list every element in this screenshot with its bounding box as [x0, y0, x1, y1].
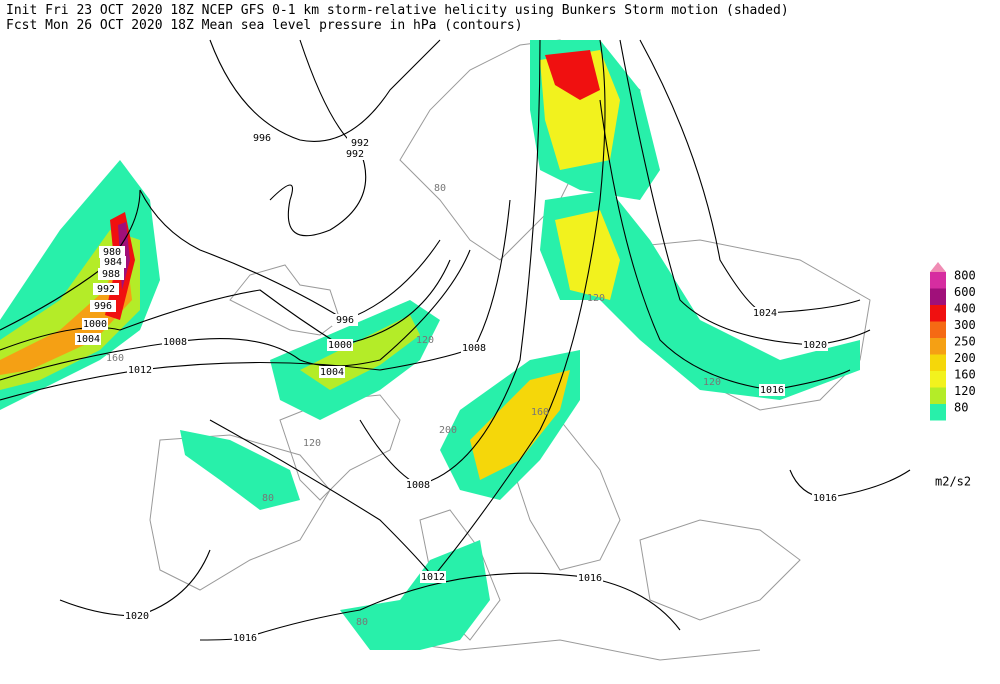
- contour-label-bg: [332, 314, 358, 326]
- contour-label-bg: [420, 571, 446, 583]
- contour-label: 1020: [125, 611, 149, 622]
- legend-label: 250: [954, 335, 976, 349]
- legend-label: 160: [954, 368, 976, 382]
- contour-label-bg: [162, 336, 188, 348]
- contour-label-bg: [327, 339, 353, 351]
- contour-label: 996: [253, 133, 271, 144]
- legend-arrow: [930, 262, 946, 272]
- shade-label: 160: [531, 407, 549, 418]
- shade-label: 160: [106, 353, 124, 364]
- shade-label: 120: [303, 438, 321, 449]
- legend-label: 400: [954, 302, 976, 316]
- contour-label: 1012: [421, 572, 445, 583]
- contour-label: 1024: [753, 308, 777, 319]
- shade-label: 80: [356, 617, 368, 628]
- legend-label: 200: [954, 351, 976, 365]
- shade-label: 80: [434, 183, 446, 194]
- contour-label: 1016: [760, 385, 784, 396]
- contour-label-bg: [75, 333, 101, 345]
- contour-label-bg: [232, 632, 258, 644]
- contour-label: 1008: [462, 343, 486, 354]
- contour-label-bg: [577, 572, 603, 584]
- legend-label: 600: [954, 285, 976, 299]
- contour-label: 1004: [76, 334, 100, 345]
- contour-label-bg: [82, 318, 108, 330]
- legend-swatch: [930, 338, 946, 355]
- legend-swatch: [930, 404, 946, 421]
- shade-labels: 80 120 160 120 80 200 160 120 80 120: [106, 183, 721, 628]
- contour-label: 1008: [163, 337, 187, 348]
- legend-swatch: [930, 272, 946, 289]
- legend-label: 300: [954, 318, 976, 332]
- contour-label-bg: [98, 268, 124, 280]
- contour-label: 1004: [320, 367, 344, 378]
- contour-label-bg: [249, 132, 275, 144]
- contour-label: 992: [351, 138, 369, 149]
- contour-label-bg: [99, 246, 125, 258]
- contour-label-bg: [802, 339, 828, 351]
- contour-label-bg: [752, 307, 778, 319]
- contour-label: 1000: [83, 319, 107, 330]
- contour-label-bg: [100, 256, 126, 268]
- contour-label: 1000: [328, 340, 352, 351]
- contour-label: 1020: [803, 340, 827, 351]
- contour-label: 996: [94, 301, 112, 312]
- legend-swatch: [930, 305, 946, 322]
- contour-label: 984: [104, 257, 122, 268]
- pressure-contours: [0, 39, 911, 641]
- contour-label: 996: [336, 315, 354, 326]
- legend-unit: m2/s2: [935, 475, 971, 489]
- legend-swatch: [930, 288, 946, 305]
- contour-label-bg: [319, 366, 345, 378]
- contour-label-bg: [93, 283, 119, 295]
- contour-label-bg: [127, 364, 153, 376]
- contour-label: 988: [102, 269, 120, 280]
- legend-label: 80: [954, 401, 968, 415]
- shade-label: 120: [587, 293, 605, 304]
- legend: 800 600 400 300 250 200 160 120 80 m2/s2: [930, 262, 976, 489]
- shade-label: 120: [416, 335, 434, 346]
- header-line2: Fcst Mon 26 OCT 2020 18Z Mean sea level …: [6, 18, 523, 33]
- contour-label: 980: [103, 247, 121, 258]
- shade-label: 200: [439, 425, 457, 436]
- contour-label: 1016: [813, 493, 837, 504]
- legend-label: 120: [954, 384, 976, 398]
- contour-label: 1016: [578, 573, 602, 584]
- contour-label: 1012: [128, 365, 152, 376]
- contour-label: 1008: [406, 480, 430, 491]
- legend-label: 800: [954, 269, 976, 283]
- contour-label-bg: [759, 384, 785, 396]
- legend-swatch: [930, 387, 946, 404]
- contour-label-bg: [342, 148, 368, 160]
- contour-label-bg: [405, 479, 431, 491]
- header-line1: Init Fri 23 OCT 2020 18Z NCEP GFS 0-1 km…: [6, 3, 789, 18]
- contour-label-bg: [812, 492, 838, 504]
- contour-label: 992: [97, 284, 115, 295]
- legend-swatch: [930, 354, 946, 371]
- legend-swatch: [930, 321, 946, 338]
- shade-label: 80: [262, 493, 274, 504]
- contour-label: 992: [346, 149, 364, 160]
- contour-label-bg: [124, 610, 150, 622]
- contour-labels: 996 9929929961000100410081008101210041000…: [75, 132, 838, 644]
- contour-label: 1016: [233, 633, 257, 644]
- shade-label: 120: [703, 377, 721, 388]
- contour-label-bg: [90, 300, 116, 312]
- contour-label-bg: [347, 137, 373, 149]
- legend-swatch: [930, 371, 946, 388]
- contour-label-bg: [461, 342, 487, 354]
